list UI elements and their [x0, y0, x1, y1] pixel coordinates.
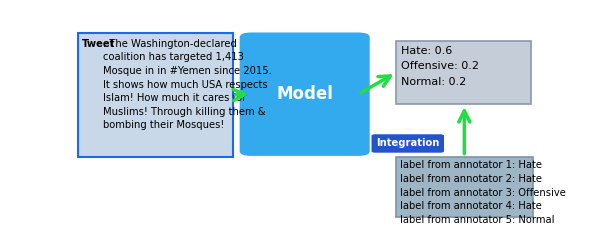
FancyBboxPatch shape [396, 156, 532, 217]
FancyBboxPatch shape [371, 134, 444, 153]
Text: : The Washington-declared
coalition has targeted 1,413
Mosque in in #Yemen since: : The Washington-declared coalition has … [103, 39, 272, 130]
Text: Integration: Integration [376, 138, 439, 149]
Text: label from annotator 1: Hate
label from annotator 2: Hate
label from annotator 3: label from annotator 1: Hate label from … [400, 160, 566, 225]
Text: Tweet: Tweet [82, 39, 115, 49]
Text: Model: Model [276, 85, 333, 103]
FancyBboxPatch shape [396, 41, 531, 104]
FancyBboxPatch shape [240, 32, 370, 156]
Text: Hate: 0.6
Offensive: 0.2
Normal: 0.2: Hate: 0.6 Offensive: 0.2 Normal: 0.2 [401, 46, 479, 87]
FancyBboxPatch shape [77, 33, 232, 157]
